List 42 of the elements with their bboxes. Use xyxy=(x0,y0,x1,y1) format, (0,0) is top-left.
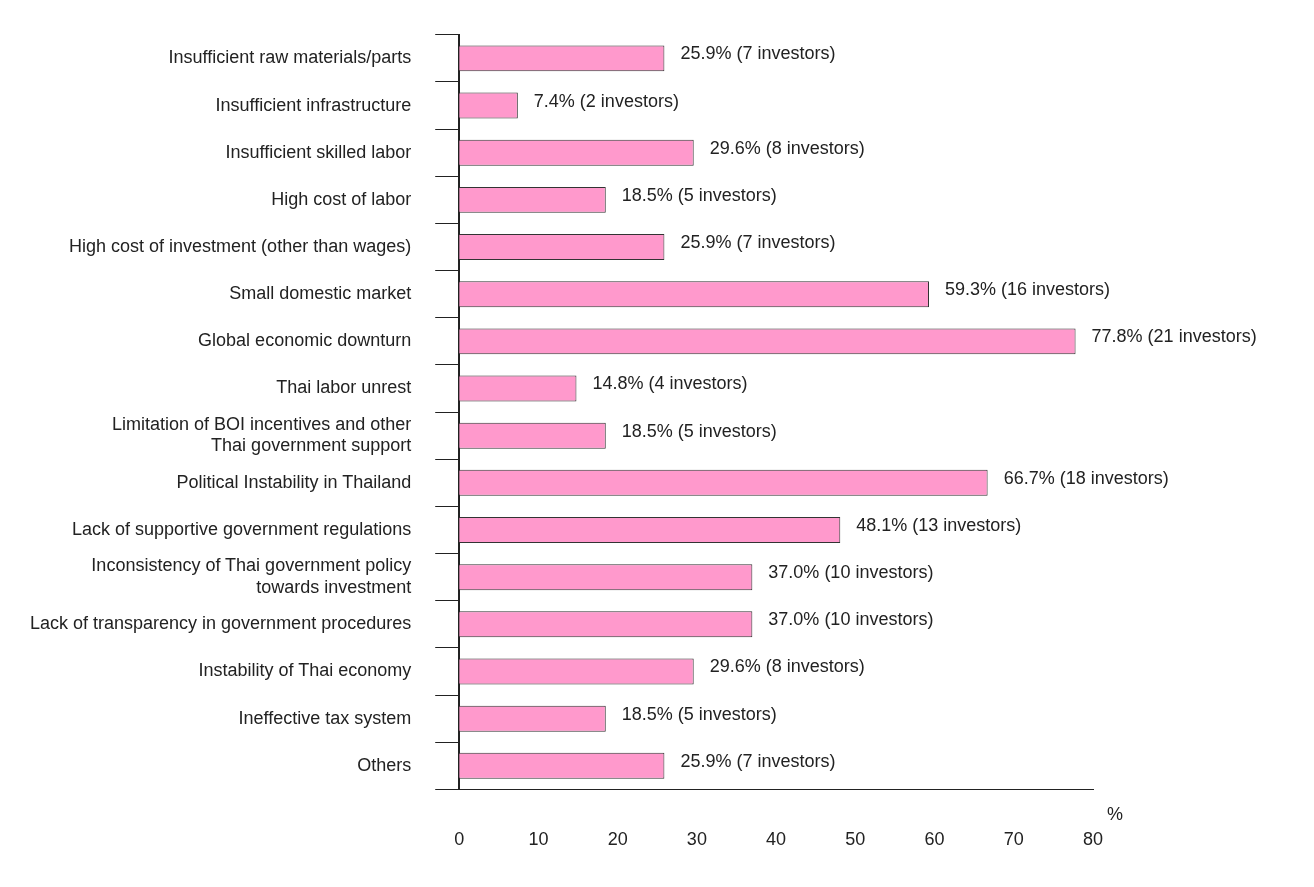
data-label: 77.8% (21 investors) xyxy=(1091,326,1257,347)
x-tick-label: 40 xyxy=(766,829,787,850)
y-tick-label: Political Instability in Thailand xyxy=(176,471,412,492)
y-tick-label: Others xyxy=(357,754,412,775)
data-label: 18.5% (5 investors) xyxy=(621,420,777,441)
y-tick-label: Ineffective tax system xyxy=(238,707,412,728)
data-label: 25.9% (7 investors) xyxy=(680,232,836,252)
y-tick-label: Insufficient infrastructure xyxy=(215,94,412,115)
y-tick-label: Global economic downturn xyxy=(198,330,412,351)
x-tick-label: 20 xyxy=(607,829,628,850)
y-tick-label: Lack of transparency in government procedures xyxy=(29,613,412,634)
y-tick-label: Lack of supportive government regulations xyxy=(72,518,412,539)
x-tick-label: 70 xyxy=(1003,829,1024,850)
y-tick-label: Thai labor unrest xyxy=(276,377,412,398)
x-tick-label: 10 xyxy=(528,829,549,850)
data-label: 14.8% (4 investors) xyxy=(592,373,748,394)
data-label: 18.5% (5 investors) xyxy=(621,184,777,205)
data-label: 37.0% (10 investors) xyxy=(768,609,934,630)
y-tick-label: High cost of investment (other than wages) xyxy=(69,236,412,256)
data-label: 66.7% (18 investors) xyxy=(1003,467,1169,488)
y-tick-label: Insufficient raw materials/parts xyxy=(168,47,412,68)
data-label: 48.1% (13 investors) xyxy=(856,514,1022,535)
data-label: 7.4% (2 investors) xyxy=(533,90,679,111)
data-label: 37.0% (10 investors) xyxy=(768,562,934,583)
data-label: 25.9% (7 investors) xyxy=(680,43,836,64)
y-tick-label: High cost of labor xyxy=(271,188,412,209)
x-tick-label: 60 xyxy=(924,829,945,850)
data-label: 18.5% (5 investors) xyxy=(621,703,777,724)
y-tick-label: Instability of Thai economy xyxy=(198,660,412,681)
y-tick-label: Small domestic market xyxy=(229,283,412,304)
x-tick-label: 80 xyxy=(1082,829,1104,850)
data-label: 29.6% (8 investors) xyxy=(709,137,865,158)
data-label: 25.9% (7 investors) xyxy=(680,750,836,771)
x-tick-label: 50 xyxy=(845,829,866,850)
x-tick-label: 30 xyxy=(686,829,707,850)
y-tick-label: Inconsistency of Thai government policy towards investment xyxy=(91,555,412,597)
y-tick-label: Limitation of BOI incentives and other Thai government support xyxy=(112,413,412,456)
x-axis-title: % xyxy=(1107,804,1124,825)
data-label: 29.6% (8 investors) xyxy=(709,656,865,677)
y-tick-label: Insufficient skilled labor xyxy=(225,141,412,162)
x-tick-label: 0 xyxy=(454,829,465,850)
data-label: 59.3% (16 investors) xyxy=(945,279,1111,300)
